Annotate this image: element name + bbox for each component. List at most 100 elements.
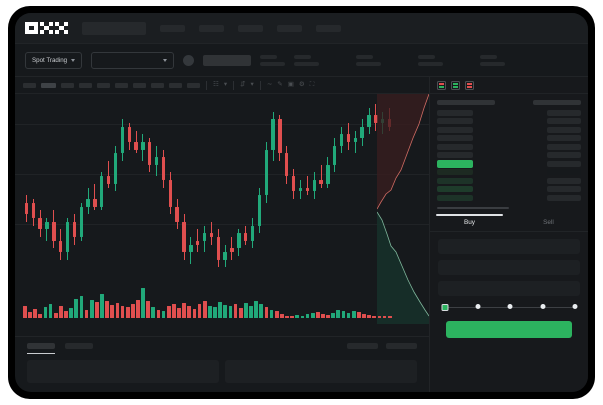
volume-bar (197, 303, 202, 318)
fullscreen-icon[interactable]: ⛶ (309, 80, 315, 88)
magnet-icon[interactable]: ▣ (287, 80, 294, 88)
bid-depth-line (377, 211, 429, 317)
bottom-tab-1[interactable] (65, 343, 93, 349)
orderbook-bid-row[interactable] (437, 168, 581, 177)
okx-logo[interactable] (25, 21, 68, 35)
top-navigation-bar (15, 13, 588, 44)
timeframe-button-7[interactable] (151, 82, 164, 88)
percent-node-50[interactable] (507, 304, 513, 310)
volume-bar (23, 306, 27, 318)
orderbook-current-price-row[interactable] (437, 159, 581, 169)
volume-bar (192, 308, 197, 318)
timeframe-button-5[interactable] (115, 82, 128, 88)
candle-body (148, 142, 152, 165)
timeframe-button-6[interactable] (133, 82, 146, 88)
nav-item-3[interactable] (277, 24, 302, 32)
volume-bar (43, 307, 48, 318)
candle-wick (108, 161, 110, 188)
stat-block-1 (294, 54, 320, 66)
orderbook-bid-row[interactable] (437, 194, 581, 203)
trading-mode-selector[interactable]: Spot Trading (25, 51, 83, 69)
nav-item-2[interactable] (238, 24, 263, 32)
settings-icon[interactable]: ⚙ (298, 80, 305, 88)
candle-body (45, 221, 49, 230)
candle-body (216, 237, 220, 260)
order-book[interactable] (430, 94, 588, 202)
candle-body (312, 180, 316, 192)
order-price-input[interactable] (438, 239, 580, 254)
percent-node-25[interactable] (475, 304, 481, 310)
timeframe-button-9[interactable] (187, 82, 200, 88)
candle-wick (135, 130, 137, 154)
volume-bar (208, 305, 212, 318)
orderbook-asks-only-icon[interactable] (465, 80, 474, 90)
volume-bar (166, 306, 171, 318)
candle-body (326, 164, 330, 184)
candle-body (168, 180, 172, 207)
submit-buy-button[interactable] (446, 321, 572, 338)
percent-node-100[interactable] (572, 304, 578, 310)
orderbook-ask-row[interactable] (437, 134, 581, 143)
order-total-input[interactable] (438, 281, 580, 296)
buy-sell-tabs: Buy Sell (430, 214, 588, 232)
chevron-down-icon[interactable]: ▾ (223, 80, 228, 88)
bottom-action-1[interactable] (386, 343, 417, 349)
candle-body (230, 248, 234, 253)
search-input[interactable] (82, 21, 146, 35)
orderbook-ask-row[interactable] (437, 143, 581, 152)
candle-body (278, 119, 282, 154)
orderbook-bid-row[interactable] (437, 185, 581, 194)
candle-body (93, 199, 97, 207)
candle-body (243, 233, 248, 241)
orderbook-ask-row[interactable] (437, 117, 581, 126)
tab-sell[interactable]: Sell (509, 214, 588, 231)
bottom-action-0[interactable] (347, 343, 378, 349)
tab-buy[interactable]: Buy (430, 214, 509, 231)
bottom-tab-0[interactable] (27, 343, 55, 354)
volume-bar (172, 303, 176, 318)
timeframe-button-4[interactable] (97, 82, 110, 88)
orderbook-bid-row[interactable] (437, 177, 581, 186)
nav-item-4[interactable] (316, 24, 341, 32)
indicator-icon[interactable]: ☷ (213, 80, 219, 88)
pair-selector[interactable] (91, 51, 175, 69)
nav-item-0[interactable] (160, 24, 185, 32)
volume-bar (202, 301, 207, 318)
nav-item-1[interactable] (199, 24, 224, 32)
volume-bar (269, 309, 274, 318)
orderbook-ask-row[interactable] (437, 109, 581, 118)
order-amount-input[interactable] (438, 260, 580, 275)
compare-icon[interactable]: ⇵ (240, 80, 246, 88)
timeframe-button-8[interactable] (169, 82, 182, 88)
percent-slider-handle[interactable] (441, 303, 449, 311)
orderbook-bids-only-icon[interactable] (451, 80, 460, 90)
orderbook-both-icon[interactable] (437, 80, 446, 90)
line-tool-icon[interactable]: ∼ (266, 80, 273, 88)
right-trading-panel: Buy Sell (429, 77, 588, 392)
percent-node-75[interactable] (540, 304, 545, 310)
price-chart[interactable] (15, 94, 429, 336)
logo-glyph-x (55, 21, 68, 35)
volume-bar (58, 305, 63, 318)
volume-bar (274, 311, 279, 318)
orderbook-scrollbar[interactable] (437, 207, 509, 209)
candle-body (161, 157, 166, 180)
orderbook-ask-row[interactable] (437, 151, 581, 160)
chevron-down-icon[interactable]: ▾ (250, 80, 254, 88)
percent-slider[interactable] (441, 303, 578, 313)
volume-bar (38, 313, 43, 318)
volume-bar (290, 315, 294, 318)
volume-bar (223, 304, 228, 318)
timeframe-button-0[interactable] (23, 82, 36, 88)
brush-icon[interactable]: ✎ (277, 80, 283, 88)
candle-body (298, 187, 303, 192)
volume-bar (100, 293, 104, 318)
timeframe-button-3[interactable] (79, 82, 92, 88)
candle-body (250, 225, 255, 241)
timeframe-button-2[interactable] (61, 82, 74, 88)
orderbook-ask-row[interactable] (437, 126, 581, 135)
timeframe-button-1[interactable] (41, 82, 56, 88)
tab-sell-label: Sell (543, 219, 554, 226)
candle-wick (306, 176, 308, 196)
volume-bar (156, 309, 161, 318)
